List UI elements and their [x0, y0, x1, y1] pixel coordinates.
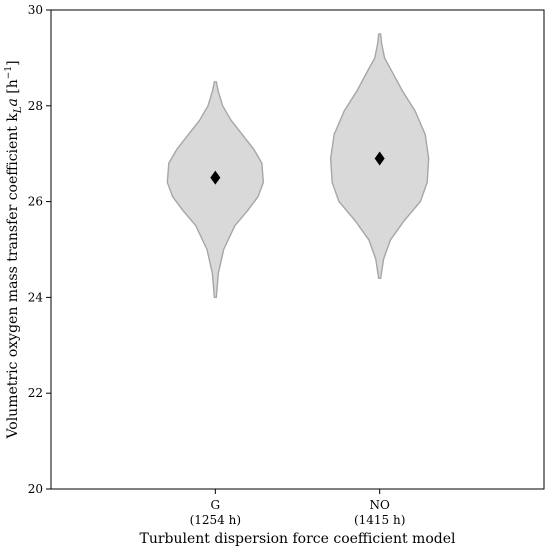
x-tick-label: NO — [369, 498, 390, 512]
y-tick-label: 24 — [28, 290, 44, 304]
x-axis-ticks: G(1254 h) NO(1415 h) — [190, 489, 405, 527]
y-tick-label: 20 — [28, 482, 43, 496]
median-marker-g — [210, 170, 221, 185]
y-axis-ticks: 20 22 24 26 28 30 — [28, 3, 51, 496]
x-tick-sublabel: (1415 h) — [354, 513, 405, 527]
violin-g — [166, 81, 265, 299]
y-tick-label: 26 — [28, 195, 43, 209]
x-axis-title: Turbulent dispersion force coefficient m… — [140, 531, 457, 547]
y-tick-label: 28 — [28, 99, 43, 113]
median-marker-no — [374, 151, 385, 166]
x-tick-sublabel: (1254 h) — [190, 513, 241, 527]
plot-area-border — [50, 9, 545, 490]
y-tick-label: 30 — [28, 3, 43, 17]
x-tick-label: G — [211, 498, 221, 512]
y-tick-label: 22 — [28, 386, 43, 400]
violins-group — [166, 33, 430, 299]
y-axis-title: Volumetric oxygen mass transfer coeffici… — [4, 60, 24, 439]
